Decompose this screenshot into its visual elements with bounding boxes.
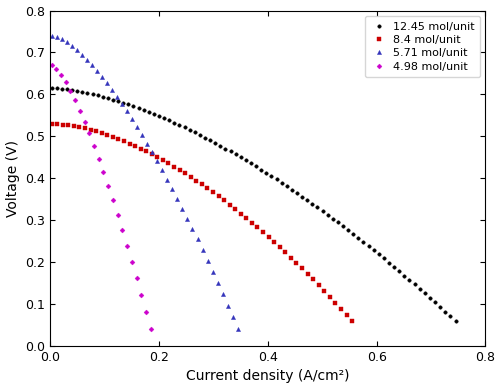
5.71 mol/unit bbox=[169, 187, 175, 191]
5.71 mol/unit bbox=[230, 315, 236, 320]
12.45 mol/unit bbox=[325, 212, 331, 217]
4.98 mol/unit bbox=[53, 67, 59, 71]
4.98 mol/unit bbox=[72, 98, 78, 103]
8.4 mol/unit bbox=[121, 139, 127, 144]
Line: 8.4 mol/unit: 8.4 mol/unit bbox=[50, 122, 354, 322]
8.4 mol/unit bbox=[344, 312, 350, 317]
12.45 mol/unit bbox=[309, 202, 315, 206]
4.98 mol/unit bbox=[91, 144, 97, 148]
4.98 mol/unit bbox=[148, 327, 154, 331]
5.71 mol/unit bbox=[209, 270, 215, 274]
5.71 mol/unit bbox=[134, 125, 140, 130]
4.98 mol/unit bbox=[77, 109, 83, 113]
Line: 5.71 mol/unit: 5.71 mol/unit bbox=[50, 33, 240, 331]
Line: 12.45 mol/unit: 12.45 mol/unit bbox=[50, 86, 457, 322]
12.45 mol/unit bbox=[406, 278, 412, 282]
4.98 mol/unit bbox=[138, 293, 144, 297]
4.98 mol/unit bbox=[124, 243, 130, 248]
5.71 mol/unit bbox=[124, 109, 130, 114]
5.71 mol/unit bbox=[119, 102, 125, 106]
8.4 mol/unit bbox=[104, 133, 110, 137]
4.98 mol/unit bbox=[133, 276, 139, 280]
X-axis label: Current density (A/cm²): Current density (A/cm²) bbox=[186, 370, 350, 384]
5.71 mol/unit bbox=[189, 227, 195, 231]
4.98 mol/unit bbox=[63, 80, 69, 85]
5.71 mol/unit bbox=[164, 177, 170, 182]
12.45 mol/unit bbox=[227, 149, 233, 154]
5.71 mol/unit bbox=[225, 303, 231, 308]
5.71 mol/unit bbox=[144, 141, 150, 146]
5.71 mol/unit bbox=[89, 63, 95, 68]
4.98 mol/unit bbox=[129, 259, 135, 264]
5.71 mol/unit bbox=[194, 237, 200, 242]
12.45 mol/unit bbox=[294, 191, 300, 195]
5.71 mol/unit bbox=[49, 33, 55, 38]
Legend: 12.45 mol/unit, 8.4 mol/unit, 5.71 mol/unit, 4.98 mol/unit: 12.45 mol/unit, 8.4 mol/unit, 5.71 mol/u… bbox=[365, 16, 480, 77]
5.71 mol/unit bbox=[139, 133, 145, 138]
12.45 mol/unit bbox=[49, 86, 55, 91]
5.71 mol/unit bbox=[109, 88, 115, 92]
5.71 mol/unit bbox=[69, 44, 75, 49]
Y-axis label: Voltage (V): Voltage (V) bbox=[6, 140, 20, 217]
Line: 4.98 mol/unit: 4.98 mol/unit bbox=[50, 63, 152, 331]
8.4 mol/unit bbox=[160, 158, 166, 163]
5.71 mol/unit bbox=[99, 75, 105, 79]
4.98 mol/unit bbox=[101, 170, 107, 174]
5.71 mol/unit bbox=[159, 168, 165, 173]
8.4 mol/unit bbox=[49, 121, 55, 126]
5.71 mol/unit bbox=[74, 48, 80, 53]
5.71 mol/unit bbox=[84, 58, 90, 62]
4.98 mol/unit bbox=[105, 184, 111, 188]
4.98 mol/unit bbox=[68, 89, 74, 93]
5.71 mol/unit bbox=[94, 68, 100, 73]
4.98 mol/unit bbox=[143, 310, 149, 314]
5.71 mol/unit bbox=[114, 95, 120, 99]
4.98 mol/unit bbox=[96, 156, 102, 161]
12.45 mol/unit bbox=[452, 319, 458, 323]
5.71 mol/unit bbox=[59, 37, 65, 42]
4.98 mol/unit bbox=[49, 63, 55, 67]
5.71 mol/unit bbox=[149, 150, 155, 155]
5.71 mol/unit bbox=[184, 216, 190, 221]
8.4 mol/unit bbox=[349, 319, 355, 323]
4.98 mol/unit bbox=[119, 228, 125, 232]
5.71 mol/unit bbox=[235, 327, 241, 331]
5.71 mol/unit bbox=[154, 159, 160, 163]
4.98 mol/unit bbox=[110, 198, 116, 202]
5.71 mol/unit bbox=[179, 206, 185, 211]
8.4 mol/unit bbox=[316, 283, 322, 287]
5.71 mol/unit bbox=[104, 81, 110, 86]
4.98 mol/unit bbox=[58, 73, 64, 77]
5.71 mol/unit bbox=[204, 259, 210, 263]
5.71 mol/unit bbox=[199, 248, 205, 252]
4.98 mol/unit bbox=[82, 119, 88, 124]
5.71 mol/unit bbox=[64, 40, 70, 45]
4.98 mol/unit bbox=[86, 131, 92, 136]
5.71 mol/unit bbox=[79, 53, 85, 57]
5.71 mol/unit bbox=[129, 117, 135, 121]
5.71 mol/unit bbox=[214, 280, 220, 285]
4.98 mol/unit bbox=[115, 212, 121, 217]
5.71 mol/unit bbox=[219, 292, 225, 297]
12.45 mol/unit bbox=[289, 187, 295, 192]
8.4 mol/unit bbox=[82, 126, 88, 131]
5.71 mol/unit bbox=[174, 196, 180, 201]
5.71 mol/unit bbox=[54, 35, 60, 39]
